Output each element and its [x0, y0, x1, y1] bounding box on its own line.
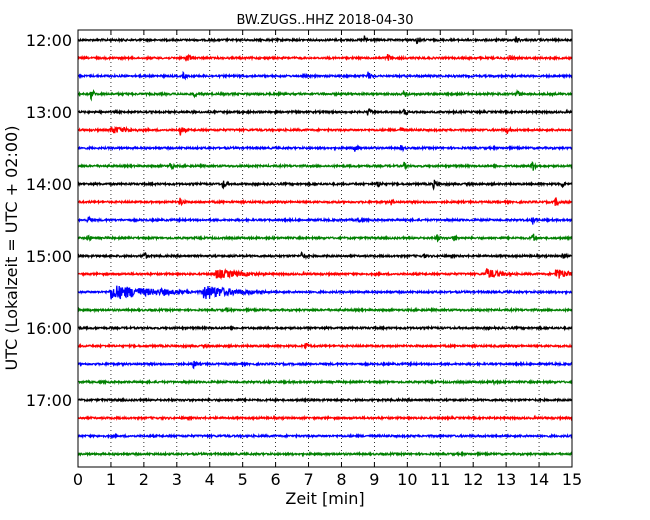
grid-layer [110, 30, 540, 467]
trace-row-1545 [77, 306, 573, 314]
x-tick-label: 0 [73, 470, 83, 489]
chart-title: BW.ZUGS..HHZ 2018-04-30 [236, 13, 413, 28]
trace-row-1715 [77, 414, 573, 422]
trace-row-1730 [77, 432, 573, 440]
x-axis-label: Zeit [min] [285, 489, 364, 508]
x-tick-label: 12 [463, 470, 483, 489]
trace-row-1615 [77, 342, 573, 350]
y-axis-label: UTC (Lokalzeit = UTC + 02:00) [2, 126, 21, 371]
trace-row-1630 [77, 360, 573, 370]
plot-frame [77, 29, 573, 468]
y-tick-label: 16:00 [26, 319, 72, 338]
ticks-layer: 0 1 2 3 4 5 6 7 8 9 10 11 12 13 14 1512:0013:0014:0015:… [26, 30, 582, 489]
x-tick-label: 1 [106, 470, 116, 489]
trace-row-1300 [77, 108, 573, 116]
x-tick-label: 10 [397, 470, 417, 489]
x-tick-label: 6 [271, 470, 281, 489]
trace-row-1315 [77, 125, 573, 136]
y-tick-label: 12:00 [26, 31, 72, 50]
y-tick-label: 15:00 [26, 247, 72, 266]
trace-row-1345 [77, 160, 573, 171]
trace-row-1330 [77, 144, 573, 153]
trace-row-1445 [77, 233, 573, 243]
trace-row-1415 [77, 197, 573, 207]
x-tick-label: 2 [139, 470, 149, 489]
x-tick-label: 7 [303, 470, 313, 489]
x-tick-label: 14 [529, 470, 549, 489]
trace-row-1430 [77, 215, 573, 225]
x-tick-label: 9 [369, 470, 379, 489]
y-tick-label: 14:00 [26, 175, 72, 194]
x-tick-label: 3 [172, 470, 182, 489]
trace-row-1700 [77, 396, 573, 404]
x-tick-label: 5 [238, 470, 248, 489]
trace-row-1600 [77, 324, 573, 332]
trace-row-1530 [77, 285, 573, 300]
trace-row-1645 [77, 378, 573, 387]
trace-row-1500 [77, 251, 573, 261]
y-tick-label: 17:00 [26, 391, 72, 410]
trace-row-1400 [77, 179, 573, 191]
trace-row-1515 [77, 268, 573, 281]
trace-row-1245 [77, 88, 573, 102]
x-tick-label: 13 [496, 470, 516, 489]
y-tick-label: 13:00 [26, 103, 72, 122]
traces-layer [77, 35, 573, 458]
trace-row-1745 [77, 450, 573, 458]
x-tick-label: 11 [430, 470, 450, 489]
trace-row-1200 [77, 35, 573, 45]
x-tick-label: 4 [205, 470, 215, 489]
trace-row-1215 [77, 53, 573, 62]
x-tick-label: 15 [562, 470, 582, 489]
trace-row-1230 [77, 70, 573, 81]
x-tick-label: 8 [336, 470, 346, 489]
